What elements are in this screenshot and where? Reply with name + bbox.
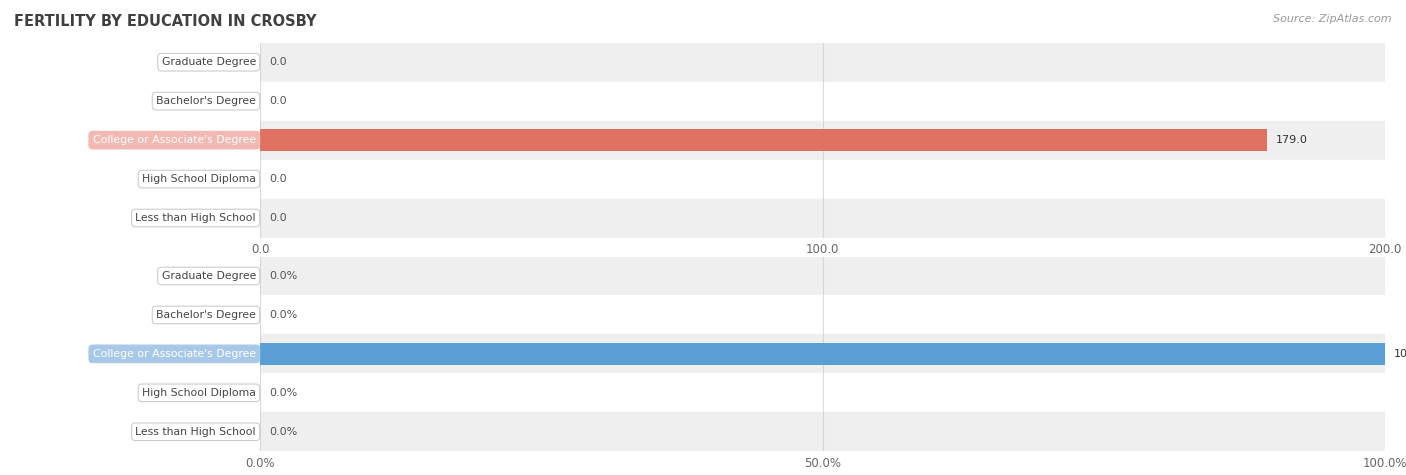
Bar <box>260 43 1385 82</box>
Text: 100.0%: 100.0% <box>1393 349 1406 359</box>
Bar <box>260 121 1385 160</box>
Bar <box>260 160 1385 199</box>
Bar <box>260 199 1385 238</box>
Bar <box>260 412 1385 451</box>
Bar <box>260 373 1385 412</box>
Text: College or Associate's Degree: College or Associate's Degree <box>93 135 256 145</box>
Text: FERTILITY BY EDUCATION IN CROSBY: FERTILITY BY EDUCATION IN CROSBY <box>14 14 316 29</box>
Bar <box>260 129 1267 151</box>
Text: Graduate Degree: Graduate Degree <box>162 57 256 67</box>
Text: Less than High School: Less than High School <box>135 213 256 223</box>
Text: 0.0: 0.0 <box>269 213 287 223</box>
Bar <box>260 256 1385 295</box>
Text: High School Diploma: High School Diploma <box>142 388 256 398</box>
Text: Less than High School: Less than High School <box>135 427 256 437</box>
Text: 0.0%: 0.0% <box>269 310 297 320</box>
Text: Bachelor's Degree: Bachelor's Degree <box>156 310 256 320</box>
Bar <box>260 82 1385 121</box>
Text: 0.0%: 0.0% <box>269 427 297 437</box>
Text: 179.0: 179.0 <box>1275 135 1308 145</box>
Text: 0.0: 0.0 <box>269 174 287 184</box>
Text: High School Diploma: High School Diploma <box>142 174 256 184</box>
Bar <box>260 295 1385 334</box>
Bar <box>260 334 1385 373</box>
Text: 0.0%: 0.0% <box>269 388 297 398</box>
Text: Bachelor's Degree: Bachelor's Degree <box>156 96 256 106</box>
Bar <box>260 343 1385 365</box>
Text: College or Associate's Degree: College or Associate's Degree <box>93 349 256 359</box>
Text: Graduate Degree: Graduate Degree <box>162 271 256 281</box>
Text: 0.0%: 0.0% <box>269 271 297 281</box>
Text: 0.0: 0.0 <box>269 57 287 67</box>
Text: 0.0: 0.0 <box>269 96 287 106</box>
Text: Source: ZipAtlas.com: Source: ZipAtlas.com <box>1274 14 1392 24</box>
